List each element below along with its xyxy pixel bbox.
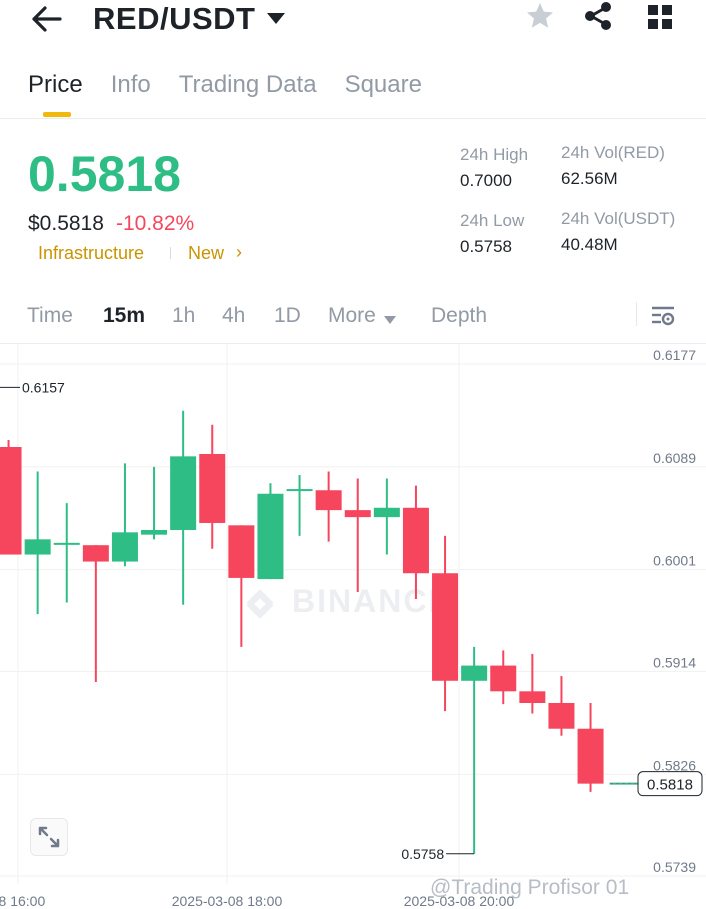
candle-body xyxy=(432,573,459,681)
candle-body xyxy=(461,665,488,681)
interval-time[interactable]: Time xyxy=(27,304,73,327)
tab-square[interactable]: Square xyxy=(344,71,422,98)
expand-chart-button[interactable] xyxy=(30,818,68,856)
tag-new[interactable]: New xyxy=(188,243,225,263)
stat-high-label: 24h High xyxy=(460,145,529,164)
low-marker-label: 0.5758 xyxy=(401,846,444,862)
chevron-right-icon[interactable]: › xyxy=(236,242,242,262)
stat-high-value: 0.7000 xyxy=(460,171,512,190)
stat-vol-quote-value: 40.48M xyxy=(561,235,618,254)
change-percent: -10.82% xyxy=(116,212,195,235)
candle-body xyxy=(111,532,138,562)
y-tick-label: 0.6089 xyxy=(653,450,696,466)
stat-vol-base-label: 24h Vol(RED) xyxy=(561,143,665,162)
candle-body xyxy=(490,665,517,692)
candle-body xyxy=(548,702,575,729)
candle-body xyxy=(24,539,51,555)
interval-1d[interactable]: 1D xyxy=(274,304,301,327)
x-tick-label: 08 16:00 xyxy=(0,893,45,909)
tag-separator xyxy=(170,247,171,259)
candle-body xyxy=(228,525,255,578)
candle-body xyxy=(344,510,371,518)
last-price: 0.5818 xyxy=(28,146,181,202)
candle-body xyxy=(141,529,168,535)
y-tick-label: 0.5914 xyxy=(653,654,696,670)
active-tab-indicator xyxy=(43,112,71,117)
stat-vol-quote-label: 24h Vol(USDT) xyxy=(561,209,676,228)
divider xyxy=(0,343,706,344)
stat-low-value: 0.5758 xyxy=(460,237,512,256)
interval-4h[interactable]: 4h xyxy=(222,304,246,327)
candlestick-chart[interactable]: BINANCE 0.6177 0.6089 0.6001 0.5914 0.5826 0.… xyxy=(0,344,706,909)
candle-body xyxy=(519,691,546,703)
candle-body xyxy=(577,728,604,784)
interval-more[interactable]: More xyxy=(328,304,376,327)
pair-title[interactable]: RED/USDT xyxy=(93,1,256,36)
y-tick-label: 0.6001 xyxy=(653,553,696,569)
fiat-price: $0.5818 xyxy=(28,212,104,235)
arrow-left-icon xyxy=(32,6,62,32)
tag-infrastructure[interactable]: Infrastructure xyxy=(38,243,145,263)
candle-body xyxy=(402,507,429,574)
last-price-tag: 0.5818 xyxy=(647,777,693,794)
candle-body xyxy=(199,454,226,523)
divider xyxy=(0,118,706,119)
interval-15m[interactable]: 15m xyxy=(103,304,146,327)
chart-settings-icon xyxy=(652,306,675,326)
tab-info[interactable]: Info xyxy=(110,71,151,98)
candle-body xyxy=(373,507,400,518)
candle-body xyxy=(257,493,284,580)
grid-icon xyxy=(648,5,672,29)
candle-body xyxy=(286,489,313,492)
favorite-button[interactable] xyxy=(524,0,556,32)
candle-body xyxy=(53,542,80,545)
x-tick-label: 2025-03-08 20:00 xyxy=(404,893,515,909)
page-tabs: Price Info Trading Data Square xyxy=(28,68,422,120)
high-marker-label: 0.6157 xyxy=(22,379,65,395)
star-icon xyxy=(527,3,553,28)
chart-canvas[interactable]: BINANCE 0.6177 0.6089 0.6001 0.5914 0.5826 0.… xyxy=(0,344,706,909)
caret-down-icon[interactable] xyxy=(384,312,396,330)
stat-vol-base-value: 62.56M xyxy=(561,169,618,188)
y-tick-label: 0.5826 xyxy=(653,757,696,773)
candle-body xyxy=(82,545,109,562)
share-button[interactable] xyxy=(582,0,614,32)
tab-trading-data[interactable]: Trading Data xyxy=(178,71,317,98)
last-price-tag-box xyxy=(637,771,703,797)
stat-low-label: 24h Low xyxy=(460,211,525,230)
tab-price[interactable]: Price xyxy=(28,71,83,98)
candle-body xyxy=(170,456,197,530)
x-tick-label: 2025-03-08 18:00 xyxy=(172,893,283,909)
y-tick-label: 0.6177 xyxy=(653,347,696,363)
watermark-text: BINANCE xyxy=(292,583,452,619)
share-icon xyxy=(585,2,611,30)
chart-settings-button[interactable] xyxy=(648,301,678,331)
y-tick-label: 0.5739 xyxy=(653,859,696,875)
candle-body xyxy=(0,446,22,555)
footer-attribution: @Trading Profisor 01 xyxy=(430,876,630,899)
interval-1h[interactable]: 1h xyxy=(172,304,196,327)
interval-depth[interactable]: Depth xyxy=(431,304,488,327)
back-button[interactable] xyxy=(30,4,64,34)
interval-bar: Time 15m 1h 4h 1D More Depth xyxy=(0,298,706,336)
expand-icon xyxy=(38,826,60,848)
binance-logo-icon xyxy=(246,589,274,619)
interval-divider xyxy=(636,302,637,326)
top-bar: RED/USDT xyxy=(0,0,706,40)
candle-body xyxy=(315,490,342,511)
menu-grid-button[interactable] xyxy=(645,2,675,32)
caret-down-icon[interactable] xyxy=(266,12,286,31)
